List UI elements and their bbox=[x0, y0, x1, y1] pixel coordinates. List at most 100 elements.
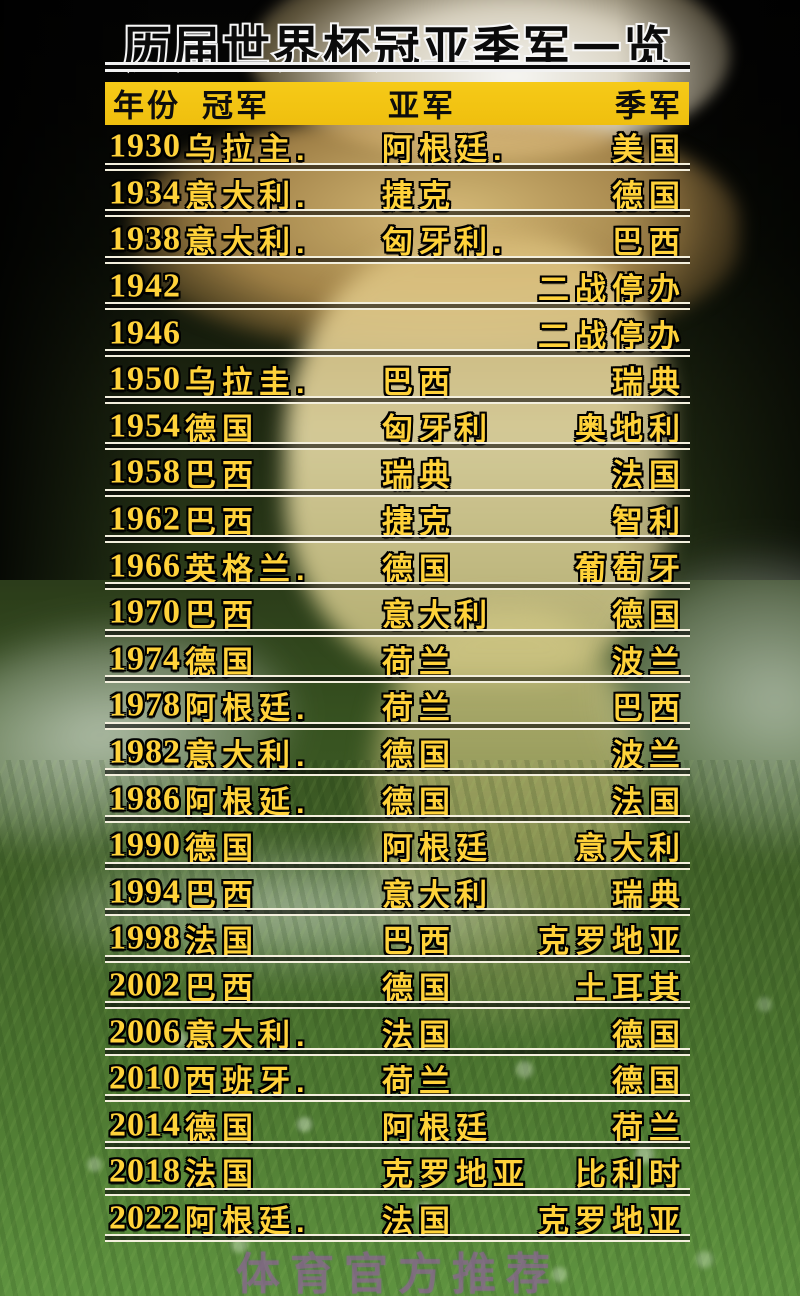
header-cell-runner-up: 亚军 bbox=[388, 88, 456, 124]
champion-cell: 英格兰. bbox=[185, 551, 311, 587]
third-place-cell: 瑞典 bbox=[612, 877, 686, 913]
third-place-cell: 法国 bbox=[612, 784, 686, 820]
third-place-cell: 巴西 bbox=[612, 225, 686, 261]
row-separator bbox=[105, 209, 690, 218]
row-separator bbox=[105, 348, 690, 357]
header-cell-third-place: 季军 bbox=[615, 88, 683, 124]
table-row: 1974 德国 荷兰 波兰 bbox=[105, 639, 690, 686]
runner-up-cell: 法国 bbox=[382, 1017, 456, 1053]
runner-up-cell: 意大利 bbox=[382, 877, 493, 913]
third-place-cell: 德国 bbox=[612, 1017, 686, 1053]
year-cell: 2010 bbox=[109, 1059, 181, 1097]
champion-cell: 巴西 bbox=[185, 877, 259, 913]
runner-up-cell: 德国 bbox=[382, 970, 456, 1006]
row-separator bbox=[105, 1187, 690, 1196]
row-separator bbox=[105, 768, 690, 777]
row-separator bbox=[105, 721, 690, 730]
grass-bokeh-dots bbox=[0, 0, 9, 9]
third-place-cell: 克罗地亚 bbox=[538, 924, 686, 960]
table-row: 2014 德国 阿根廷 荷兰 bbox=[105, 1104, 690, 1151]
year-cell: 2022 bbox=[109, 1199, 181, 1237]
year-cell: 1954 bbox=[109, 407, 181, 445]
table-row: 1994 巴西 意大利 瑞典 bbox=[105, 872, 690, 919]
table-row: 1946 二战停办 bbox=[105, 312, 690, 359]
runner-up-cell: 阿根廷. bbox=[382, 132, 508, 168]
third-place-cell: 二战停办 bbox=[538, 318, 686, 354]
table-row: 1958 巴西 瑞典 法国 bbox=[105, 452, 690, 499]
champion-cell: 巴西 bbox=[185, 598, 259, 634]
third-place-cell: 奥地利 bbox=[575, 411, 686, 447]
champion-cell: 德国 bbox=[185, 644, 259, 680]
table-row: 1982 意大利. 德国 波兰 bbox=[105, 732, 690, 779]
runner-up-cell: 意大利 bbox=[382, 598, 493, 634]
row-separator bbox=[105, 628, 690, 637]
row-separator bbox=[105, 1234, 690, 1243]
champion-cell: 巴西 bbox=[185, 504, 259, 540]
champion-cell: 法国 bbox=[185, 924, 259, 960]
third-place-cell: 比利时 bbox=[575, 1157, 686, 1193]
third-place-cell: 荷兰 bbox=[612, 1110, 686, 1146]
row-separator bbox=[105, 581, 690, 590]
row-separator bbox=[105, 488, 690, 497]
year-cell: 1970 bbox=[109, 593, 181, 631]
row-separator bbox=[105, 1141, 690, 1150]
champion-cell: 德国 bbox=[185, 831, 259, 867]
runner-up-cell: 瑞典 bbox=[382, 458, 456, 494]
year-cell: 2014 bbox=[109, 1106, 181, 1144]
third-place-cell: 德国 bbox=[612, 598, 686, 634]
year-cell: 1938 bbox=[109, 221, 181, 259]
year-cell: 1946 bbox=[109, 314, 181, 352]
row-separator bbox=[105, 302, 690, 311]
champion-cell: 法国 bbox=[185, 1157, 259, 1193]
year-cell: 2018 bbox=[109, 1153, 181, 1191]
row-separator bbox=[105, 442, 690, 451]
champion-cell: 乌拉圭. bbox=[185, 365, 311, 401]
champion-cell: 巴西 bbox=[185, 458, 259, 494]
third-place-cell: 波兰 bbox=[612, 644, 686, 680]
row-separator bbox=[105, 675, 690, 684]
runner-up-cell: 荷兰 bbox=[382, 1063, 456, 1099]
row-separator bbox=[105, 1094, 690, 1103]
third-place-cell: 土耳其 bbox=[575, 970, 686, 1006]
row-separator bbox=[105, 535, 690, 544]
runner-up-cell: 巴西 bbox=[382, 365, 456, 401]
runner-up-cell: 荷兰 bbox=[382, 691, 456, 727]
third-place-cell: 克罗地亚 bbox=[538, 1203, 686, 1239]
runner-up-cell: 德国 bbox=[382, 737, 456, 773]
table-row: 1954 德国 匈牙利 奥地利 bbox=[105, 406, 690, 453]
year-cell: 1994 bbox=[109, 873, 181, 911]
row-separator bbox=[105, 954, 690, 963]
third-place-cell: 葡萄牙 bbox=[575, 551, 686, 587]
year-cell: 1942 bbox=[109, 267, 181, 305]
year-cell: 1974 bbox=[109, 640, 181, 678]
year-cell: 2002 bbox=[109, 966, 181, 1004]
third-place-cell: 意大利 bbox=[575, 831, 686, 867]
champion-cell: 意大利. bbox=[185, 737, 311, 773]
table-row: 1934 意大利. 捷克 德国 bbox=[105, 173, 690, 220]
runner-up-cell: 德国 bbox=[382, 784, 456, 820]
table-row: 2002 巴西 德国 土耳其 bbox=[105, 965, 690, 1012]
year-cell: 1958 bbox=[109, 454, 181, 492]
row-separator bbox=[105, 1001, 690, 1010]
table-row: 1970 巴西 意大利 德国 bbox=[105, 592, 690, 639]
year-cell: 1930 bbox=[109, 128, 181, 166]
header-cell-champion: 冠军 bbox=[202, 88, 270, 124]
runner-up-cell: 匈牙利 bbox=[382, 411, 493, 447]
watermark-text: 体育官方推荐 bbox=[236, 1250, 560, 1296]
third-place-cell: 德国 bbox=[612, 178, 686, 214]
header-cell-year: 年份 bbox=[113, 88, 181, 124]
runner-up-cell: 阿根廷 bbox=[382, 1110, 493, 1146]
year-cell: 1934 bbox=[109, 174, 181, 212]
year-cell: 1986 bbox=[109, 780, 181, 818]
table-row: 1942 二战停办 bbox=[105, 266, 690, 313]
third-place-cell: 德国 bbox=[612, 1063, 686, 1099]
runner-up-cell: 捷克 bbox=[382, 504, 456, 540]
row-separator bbox=[105, 162, 690, 171]
table-row: 1950 乌拉圭. 巴西 瑞典 bbox=[105, 359, 690, 406]
runner-up-cell: 捷克 bbox=[382, 178, 456, 214]
champion-cell: 阿根延. bbox=[185, 784, 311, 820]
table-row: 2022 阿根廷. 法国 克罗地亚 bbox=[105, 1198, 690, 1245]
runner-up-cell: 德国 bbox=[382, 551, 456, 587]
champion-cell: 德国 bbox=[185, 411, 259, 447]
table-row: 1978 阿根廷. 荷兰 巴西 bbox=[105, 685, 690, 732]
